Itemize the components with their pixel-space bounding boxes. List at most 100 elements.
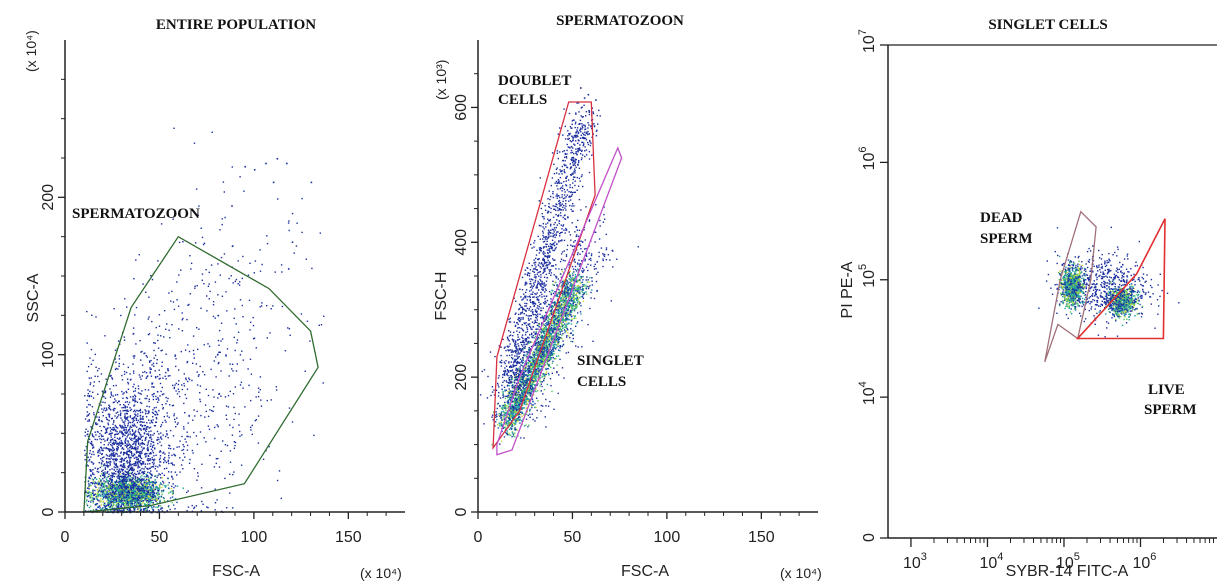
panel1-data-point (138, 472, 140, 474)
panel2-data-point (572, 282, 575, 284)
panel1-data-point (96, 498, 98, 500)
panel1-data-point (138, 485, 140, 487)
panel1-data-point (101, 473, 103, 475)
panel1-data-point (118, 475, 120, 477)
panel2-data-point (542, 353, 544, 355)
panel1-data-point (98, 480, 100, 482)
panel1-data-point (107, 413, 110, 415)
panel2-data-point (572, 285, 574, 287)
panel1-data-point (108, 448, 111, 450)
panel1-data-point (116, 458, 118, 461)
panel1-data-point (154, 479, 156, 481)
panel1-data-point (149, 458, 151, 460)
panel1-data-point (171, 476, 173, 478)
panel1-data-point (173, 413, 175, 415)
panel1-data-point (135, 438, 137, 441)
panel1-data-point (201, 463, 203, 465)
panel1-data-point (212, 315, 215, 318)
panel1-data-point (147, 499, 149, 502)
panel1-data-point (124, 409, 126, 412)
panel2-data-point (582, 279, 584, 281)
panel1-data-point (125, 496, 127, 499)
panel2-data-point (549, 329, 552, 331)
panel1-data-point (133, 482, 136, 484)
panel1-data-point (109, 469, 111, 471)
panel1-data-point (175, 382, 177, 385)
panel1-data-point (133, 405, 135, 407)
panel1-data-point (232, 282, 234, 284)
panel1-data-point (149, 503, 151, 505)
panel1-data-point (148, 453, 150, 455)
panel2-data-point (561, 296, 563, 299)
panel1-data-point (90, 492, 92, 494)
panel1-data-point (146, 486, 149, 488)
panel1-data-point (97, 495, 99, 497)
panel1-data-point (98, 493, 100, 496)
panel1-data-point (140, 487, 143, 489)
panel1-data-point (120, 493, 122, 496)
panel1-data-point (106, 477, 108, 479)
panel1-data-point (135, 490, 138, 493)
panel1-data-point (135, 343, 137, 345)
panel2-data-point (558, 290, 561, 292)
panel1-data-point (109, 430, 112, 432)
panel1-data-point (124, 483, 126, 485)
panel1-data-point (130, 490, 132, 493)
panel1-data-point (146, 467, 148, 470)
panel1-data-point (174, 455, 177, 457)
panel1-data-point (92, 492, 94, 494)
panel1-data-point (126, 468, 128, 470)
panel1-data-point (93, 412, 95, 414)
panel1-data-point (94, 489, 96, 492)
panel1-data-point (191, 379, 193, 382)
panel1-data-point (124, 457, 126, 460)
panel1-data-point (125, 461, 128, 463)
panel1-data-point (129, 427, 131, 429)
panel1-data-point (117, 487, 120, 489)
panel1-data-point (304, 370, 306, 372)
panel1-data-point (128, 509, 131, 511)
panel1-data-point (154, 468, 156, 470)
panel1-data-point (99, 438, 101, 440)
panel1-data-point (150, 501, 152, 504)
panel1-data-point (131, 484, 133, 487)
panel2-data-point (532, 378, 534, 381)
panel1-data-point (140, 489, 143, 491)
panel1-data-point (147, 493, 149, 496)
panel1-data-point (121, 469, 123, 471)
panel1-data-point (90, 494, 92, 496)
panel1-data-point (130, 456, 132, 459)
panel1-data-point (103, 489, 105, 491)
panel2-data-point (498, 422, 500, 424)
panel1-data-point (95, 503, 97, 505)
panel1-data-point (184, 412, 186, 414)
panel2-data-point (531, 356, 533, 359)
panel2-data-point (571, 286, 573, 289)
panel1-data-point (99, 432, 101, 435)
panel1-data-point (143, 480, 145, 482)
panel2-data-point (545, 316, 548, 319)
panel1-data-point (168, 457, 170, 459)
panel1-data-point (110, 496, 113, 498)
panel1-data-point (132, 443, 134, 445)
panel1-data-point (100, 441, 102, 444)
panel1-data-point (148, 503, 150, 506)
panel1-data-point (143, 494, 146, 497)
panel1-data-point (142, 473, 144, 475)
panel1-data-point (86, 491, 89, 494)
panel1-data-point (168, 454, 170, 457)
panel1-data-point (167, 459, 170, 462)
panel1-data-point (250, 426, 252, 428)
panel1-data-point (152, 466, 155, 468)
panel1-data-point (110, 488, 112, 490)
panel1-data-point (146, 487, 149, 490)
panel1-data-point (163, 468, 166, 470)
panel1-data-point (120, 452, 122, 454)
panel1-data-point (179, 457, 181, 459)
panel2-data-point (526, 403, 528, 406)
panel1-data-point (157, 487, 159, 489)
panel1-data-point (188, 378, 191, 381)
panel1-data-point (107, 470, 109, 473)
panel1-data-point (127, 448, 129, 450)
panel1-data-point (215, 458, 218, 460)
